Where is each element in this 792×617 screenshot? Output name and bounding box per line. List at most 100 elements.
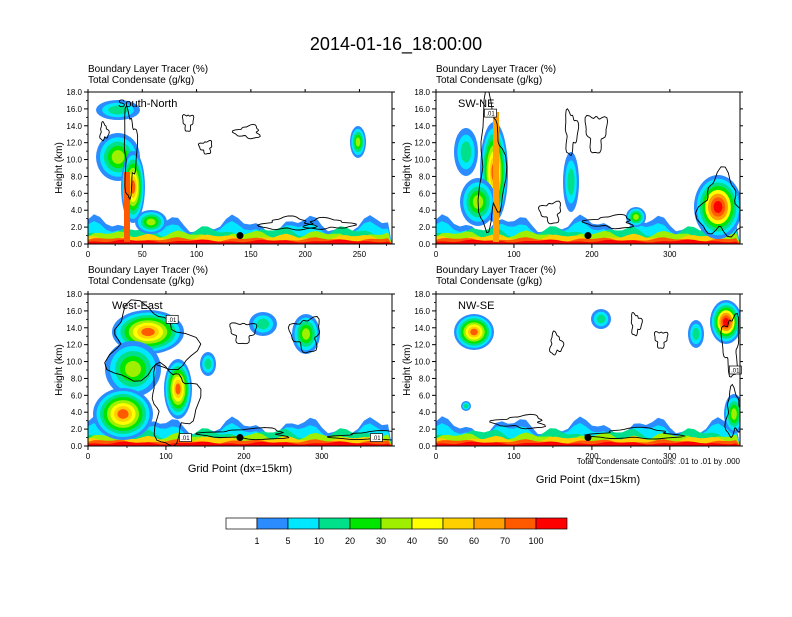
contour-label: .01 (731, 369, 740, 375)
x-tick-label: 0 (434, 452, 439, 461)
tracer-blob (256, 318, 270, 330)
y-tick-label: 14.0 (414, 122, 430, 131)
condensate-contour (695, 166, 740, 238)
contour-labels: .01 (484, 108, 497, 118)
y-tick-label: 10.0 (414, 358, 430, 367)
condensate-contour (99, 121, 110, 142)
colorbar-level-label: 40 (407, 536, 417, 546)
tracer-blob (302, 328, 310, 340)
tracer-blob (355, 137, 361, 147)
axes: 0.0 2.0 4.0 6.0 8.0 10.0 12.0 14.0 16.0 18.0 0 50 10… (66, 88, 395, 259)
contour-label: .01 (372, 436, 381, 442)
contour-labels: .01 (728, 365, 742, 375)
colorbar-level-label: 5 (285, 536, 290, 546)
x-tick-label: 300 (663, 452, 677, 461)
y-tick-label: 2.0 (419, 425, 431, 434)
y-tick-label: 2.0 (71, 223, 83, 232)
condensate-contour (229, 322, 258, 345)
tracer-blob (463, 403, 469, 409)
panel-label: West-East (112, 300, 163, 312)
colorbar-level-label: 100 (528, 536, 543, 546)
condensate-contours (104, 299, 392, 446)
tracer-blob (596, 314, 606, 324)
contour-label: .01 (486, 112, 495, 118)
condensate-contour (654, 331, 669, 349)
x-tick-label: 0 (86, 250, 91, 259)
condensate-contours (489, 311, 740, 440)
surface-tracer-layer (436, 239, 740, 244)
tracer-blob (713, 201, 723, 213)
y-tick-label: 0.0 (419, 442, 431, 451)
colorbar-level-label: 70 (500, 536, 510, 546)
condensate-contour (151, 361, 202, 446)
tracer-blob (108, 105, 128, 115)
y-tick-label: 2.0 (71, 425, 83, 434)
y-tick-label: 16.0 (66, 307, 82, 316)
panel-label: SW-NE (458, 98, 494, 110)
colorbar: 1 5 10 20 30 40 50 60 70 100 (225, 517, 568, 546)
tracer-fill-layer (436, 112, 740, 244)
y-tick-label: 10.0 (414, 156, 430, 165)
axes: 0.0 2.0 4.0 6.0 8.0 10.0 12.0 14.0 16.0 18.0 0 100 2… (414, 88, 743, 259)
contour-label-box (484, 108, 497, 118)
colorbar-level-label: 50 (438, 536, 448, 546)
condensate-contour (477, 92, 508, 234)
condensate-contour (549, 330, 565, 356)
tracer-blob (723, 317, 729, 327)
tracer-blob (692, 327, 700, 341)
condensate-contour (581, 213, 635, 230)
y-tick-label: 8.0 (419, 172, 431, 181)
contour-label-box (165, 314, 179, 324)
colorbar-cell (349, 517, 382, 530)
panel-label: NW-SE (458, 300, 494, 312)
tracer-blob (567, 168, 575, 196)
y-tick-label: 8.0 (71, 374, 83, 383)
tracer-blob (460, 141, 472, 163)
y-tick-label: 6.0 (71, 189, 83, 198)
y-tick-label: 6.0 (419, 189, 431, 198)
x-axis-label: Grid Point (dx=15km) (188, 463, 292, 475)
surface-tracer-layer (88, 441, 392, 446)
x-tick-label: 200 (585, 250, 599, 259)
colorbar-cell (256, 517, 289, 530)
colorbar-level-label: 30 (376, 536, 386, 546)
condensate-contour (564, 108, 580, 157)
y-tick-label: 18.0 (414, 88, 430, 97)
y-tick-label: 14.0 (66, 122, 82, 131)
condensate-contour (537, 200, 562, 225)
colorbar-cell (225, 517, 258, 530)
location-marker (584, 434, 592, 442)
contour-label-box (728, 365, 742, 375)
panel-label: South-North (118, 98, 177, 110)
x-tick-label: 0 (86, 452, 91, 461)
x-tick-label: 200 (237, 452, 251, 461)
panel-sw-ne: Boundary Layer Tracer (%) Total Condensa… (402, 64, 743, 259)
panel-subtitle-line-1: Boundary Layer Tracer (%) (436, 64, 556, 75)
tracer-blob (633, 214, 639, 220)
tracer-blob (141, 327, 155, 337)
y-tick-label: 18.0 (414, 290, 430, 299)
y-tick-label: 16.0 (414, 105, 430, 114)
condensate-contour (194, 427, 290, 441)
condensate-contour (583, 426, 687, 440)
condensate-contour (630, 311, 643, 337)
x-tick-label: 100 (507, 452, 521, 461)
tracer-blob (146, 218, 156, 226)
x-tick-label: 100 (159, 452, 173, 461)
contour-label: .01 (168, 318, 177, 324)
condensate-contour (326, 430, 392, 441)
contour-caption: Total Condensate Contours: .01 to .01 by… (577, 457, 741, 466)
colorbar-cell (287, 517, 320, 530)
x-tick-label: 200 (298, 250, 312, 259)
condensate-contour (231, 123, 261, 140)
y-tick-label: 4.0 (71, 206, 83, 215)
contour-labels: .01 .01 .01 (165, 314, 383, 442)
condensate-contours (99, 104, 357, 231)
condensate-contour (197, 140, 213, 155)
axes: 0.0 2.0 4.0 6.0 8.0 10.0 12.0 14.0 16.0 18.0 0 100 2… (414, 290, 743, 461)
condensate-contour (584, 114, 609, 154)
panel-subtitle-line-2: Total Condensate (g/kg) (436, 276, 542, 287)
panel-subtitle-line-1: Boundary Layer Tracer (%) (88, 64, 208, 75)
tracer-blob (731, 408, 737, 420)
